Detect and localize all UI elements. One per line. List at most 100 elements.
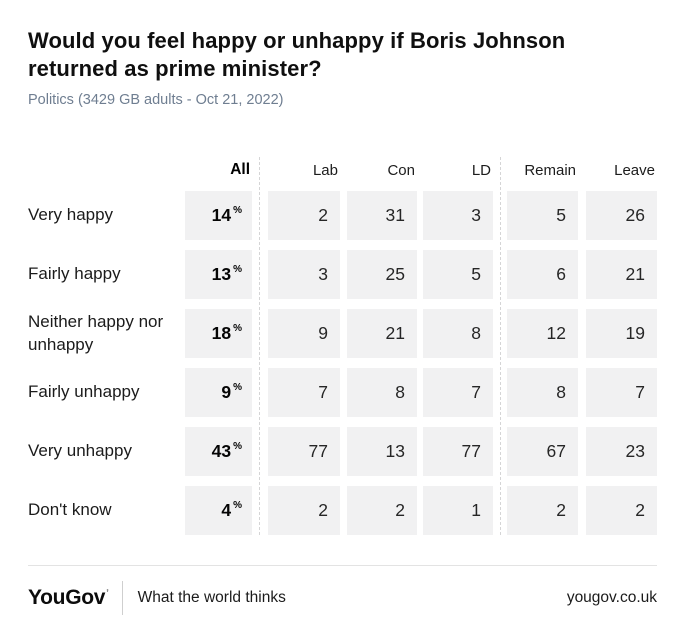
percent-sign: % [233, 500, 242, 511]
value-number: 13 [211, 264, 232, 284]
value-number: 67 [546, 441, 566, 461]
footer: YouGovʼ What the world thinks yougov.co.… [28, 565, 657, 615]
value-number: 43 [211, 441, 232, 461]
value-cell: 9 [268, 309, 340, 358]
percent-sign: % [233, 264, 242, 275]
header: Would you feel happy or unhappy if Boris… [28, 27, 652, 108]
value-number: 9 [221, 382, 232, 402]
value-number: 13 [385, 441, 405, 461]
value-cell: 7 [423, 368, 493, 417]
survey-meta: Politics (3429 GB adults - Oct 21, 2022) [28, 92, 284, 108]
value-number: 7 [635, 382, 645, 402]
percent-sign: % [233, 441, 242, 452]
value-cell: 7 [586, 368, 657, 417]
value-number: 3 [318, 264, 328, 284]
value-cell: 25 [347, 250, 417, 299]
value-cell: 3 [268, 250, 340, 299]
footer-website: yougov.co.uk [566, 589, 657, 606]
value-cell: 67 [507, 427, 578, 476]
value-cell: 31 [347, 191, 417, 240]
yougov-logo-text: YouGov [28, 586, 106, 609]
value-number: 2 [318, 500, 328, 520]
value-cell: 23 [586, 427, 657, 476]
value-number: 12 [546, 323, 566, 343]
row-label: Fairly happy [28, 264, 121, 284]
column-group-divider-1 [259, 157, 260, 535]
value-number: 14 [211, 205, 232, 225]
value-cell: 43% [185, 427, 252, 476]
value-cell: 1 [423, 486, 493, 535]
column-group-divider-2 [500, 157, 501, 535]
column-header-con: Con [387, 162, 415, 179]
value-number: 26 [625, 205, 645, 225]
value-cell: 77 [423, 427, 493, 476]
value-cell: 77 [268, 427, 340, 476]
column-header-ld: LD [471, 162, 491, 179]
value-number: 5 [471, 264, 481, 284]
value-cell: 2 [507, 486, 578, 535]
value-cell: 18% [185, 309, 252, 358]
column-header-lab: Lab [312, 162, 338, 179]
results-table: All Lab Con LD Remain Leave Very happy 14% 2 31 3 5… [28, 157, 657, 535]
value-cell: 7 [268, 368, 340, 417]
value-cell: 8 [507, 368, 578, 417]
row-label: Fairly unhappy [28, 382, 140, 402]
percent-sign: % [233, 323, 242, 334]
footer-vertical-divider [121, 581, 123, 615]
value-number: 9 [318, 323, 328, 343]
value-number: 21 [625, 264, 645, 284]
value-number: 25 [385, 264, 405, 284]
row-label: Very unhappy [28, 441, 132, 461]
percent-sign: % [233, 382, 242, 393]
value-number: 23 [625, 441, 645, 461]
value-cell: 2 [586, 486, 657, 535]
value-cell: 6 [507, 250, 578, 299]
value-number: 2 [318, 205, 328, 225]
value-cell: 2 [347, 486, 417, 535]
value-number: 19 [625, 323, 645, 343]
value-number: 77 [461, 441, 481, 461]
value-cell: 21 [347, 309, 417, 358]
value-number: 8 [556, 382, 566, 402]
value-number: 3 [471, 205, 481, 225]
value-number: 21 [385, 323, 405, 343]
logo-trademark-tick: ʼ [106, 588, 109, 599]
value-number: 8 [471, 323, 481, 343]
value-cell: 8 [423, 309, 493, 358]
value-cell: 19 [586, 309, 657, 358]
value-cell: 12 [507, 309, 578, 358]
footer-tagline: What the world thinks [137, 589, 286, 606]
value-cell: 4% [185, 486, 252, 535]
value-number: 2 [556, 500, 566, 520]
column-header-remain: Remain [524, 162, 576, 179]
value-cell: 8 [347, 368, 417, 417]
value-number: 2 [635, 500, 645, 520]
value-cell: 3 [423, 191, 493, 240]
column-header-all: All [230, 161, 250, 178]
row-label: Very happy [28, 205, 114, 225]
column-header-leave: Leave [614, 162, 655, 179]
value-number: 8 [395, 382, 405, 402]
value-cell: 26 [586, 191, 657, 240]
value-number: 6 [556, 264, 566, 284]
value-cell: 13% [185, 250, 252, 299]
value-cell: 9% [185, 368, 252, 417]
value-number: 7 [471, 382, 481, 402]
value-number: 2 [395, 500, 405, 520]
value-cell: 21 [586, 250, 657, 299]
page-title: Would you feel happy or unhappy if Boris… [28, 28, 566, 81]
percent-sign: % [233, 205, 242, 216]
value-number: 5 [556, 205, 566, 225]
value-cell: 5 [423, 250, 493, 299]
value-number: 77 [308, 441, 328, 461]
value-cell: 2 [268, 191, 340, 240]
row-label: Don't know [28, 500, 112, 520]
value-number: 1 [471, 500, 481, 520]
value-number: 18 [211, 323, 232, 343]
value-number: 7 [318, 382, 328, 402]
value-cell: 13 [347, 427, 417, 476]
row-label: Neither happy nor unhappy [28, 311, 164, 354]
value-cell: 5 [507, 191, 578, 240]
value-cell: 2 [268, 486, 340, 535]
